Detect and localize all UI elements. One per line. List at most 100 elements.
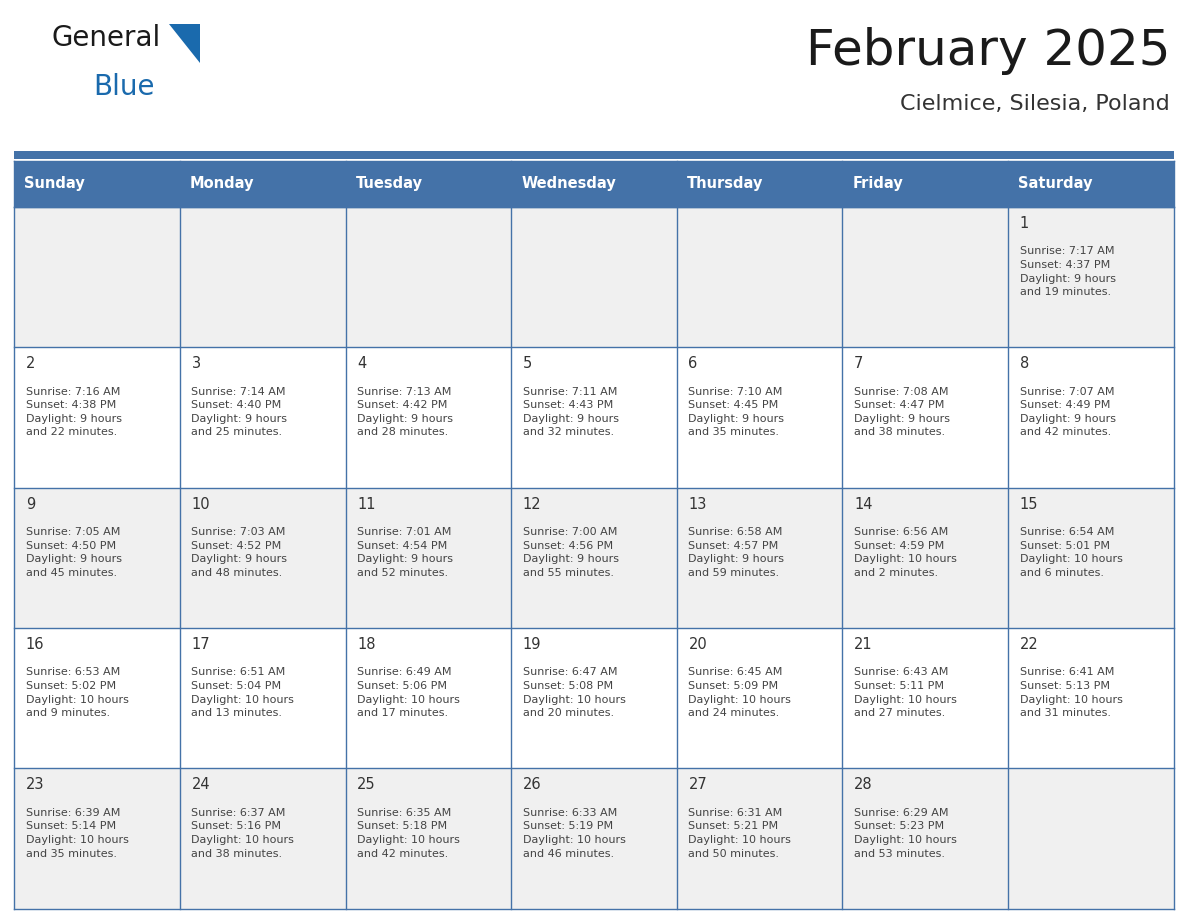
Text: Friday: Friday bbox=[853, 176, 903, 191]
Text: Sunrise: 6:47 AM
Sunset: 5:08 PM
Daylight: 10 hours
and 20 minutes.: Sunrise: 6:47 AM Sunset: 5:08 PM Dayligh… bbox=[523, 667, 626, 718]
Text: Blue: Blue bbox=[93, 73, 154, 102]
Text: 4: 4 bbox=[358, 356, 366, 372]
Bar bbox=[842, 207, 1009, 347]
Text: Sunrise: 7:13 AM
Sunset: 4:42 PM
Daylight: 9 hours
and 28 minutes.: Sunrise: 7:13 AM Sunset: 4:42 PM Dayligh… bbox=[358, 386, 453, 438]
Text: 26: 26 bbox=[523, 778, 542, 792]
Text: Sunrise: 7:08 AM
Sunset: 4:47 PM
Daylight: 9 hours
and 38 minutes.: Sunrise: 7:08 AM Sunset: 4:47 PM Dayligh… bbox=[854, 386, 950, 438]
Text: Monday: Monday bbox=[190, 176, 254, 191]
Polygon shape bbox=[169, 24, 200, 63]
Bar bbox=[1009, 207, 1174, 347]
Text: Sunrise: 7:01 AM
Sunset: 4:54 PM
Daylight: 9 hours
and 52 minutes.: Sunrise: 7:01 AM Sunset: 4:54 PM Dayligh… bbox=[358, 527, 453, 577]
Bar bbox=[677, 487, 842, 628]
Text: 1: 1 bbox=[1019, 216, 1029, 231]
Text: 21: 21 bbox=[854, 637, 873, 652]
Bar bbox=[14, 768, 179, 909]
Bar bbox=[511, 207, 677, 347]
Text: Sunrise: 6:49 AM
Sunset: 5:06 PM
Daylight: 10 hours
and 17 minutes.: Sunrise: 6:49 AM Sunset: 5:06 PM Dayligh… bbox=[358, 667, 460, 718]
Text: Tuesday: Tuesday bbox=[355, 176, 423, 191]
Bar bbox=[677, 161, 842, 207]
Bar bbox=[179, 487, 346, 628]
Text: Sunrise: 6:29 AM
Sunset: 5:23 PM
Daylight: 10 hours
and 53 minutes.: Sunrise: 6:29 AM Sunset: 5:23 PM Dayligh… bbox=[854, 808, 956, 858]
Text: Sunday: Sunday bbox=[24, 176, 86, 191]
Bar bbox=[677, 207, 842, 347]
Text: 15: 15 bbox=[1019, 497, 1038, 511]
Text: Sunrise: 6:45 AM
Sunset: 5:09 PM
Daylight: 10 hours
and 24 minutes.: Sunrise: 6:45 AM Sunset: 5:09 PM Dayligh… bbox=[688, 667, 791, 718]
Bar bbox=[179, 207, 346, 347]
Text: 28: 28 bbox=[854, 778, 873, 792]
Bar bbox=[842, 487, 1009, 628]
Text: 24: 24 bbox=[191, 778, 210, 792]
Text: 23: 23 bbox=[26, 778, 44, 792]
Bar bbox=[511, 161, 677, 207]
Bar bbox=[14, 487, 179, 628]
Text: Sunrise: 7:05 AM
Sunset: 4:50 PM
Daylight: 9 hours
and 45 minutes.: Sunrise: 7:05 AM Sunset: 4:50 PM Dayligh… bbox=[26, 527, 122, 577]
Text: Sunrise: 6:37 AM
Sunset: 5:16 PM
Daylight: 10 hours
and 38 minutes.: Sunrise: 6:37 AM Sunset: 5:16 PM Dayligh… bbox=[191, 808, 295, 858]
Bar bbox=[842, 768, 1009, 909]
Text: Sunrise: 6:33 AM
Sunset: 5:19 PM
Daylight: 10 hours
and 46 minutes.: Sunrise: 6:33 AM Sunset: 5:19 PM Dayligh… bbox=[523, 808, 626, 858]
Text: 2: 2 bbox=[26, 356, 36, 372]
Text: Sunrise: 6:41 AM
Sunset: 5:13 PM
Daylight: 10 hours
and 31 minutes.: Sunrise: 6:41 AM Sunset: 5:13 PM Dayligh… bbox=[1019, 667, 1123, 718]
Text: 14: 14 bbox=[854, 497, 872, 511]
Bar bbox=[1009, 161, 1174, 207]
Bar bbox=[1009, 347, 1174, 487]
Bar bbox=[346, 207, 511, 347]
Text: 27: 27 bbox=[688, 778, 707, 792]
Bar bbox=[346, 161, 511, 207]
Text: Sunrise: 6:51 AM
Sunset: 5:04 PM
Daylight: 10 hours
and 13 minutes.: Sunrise: 6:51 AM Sunset: 5:04 PM Dayligh… bbox=[191, 667, 295, 718]
Text: Sunrise: 6:58 AM
Sunset: 4:57 PM
Daylight: 9 hours
and 59 minutes.: Sunrise: 6:58 AM Sunset: 4:57 PM Dayligh… bbox=[688, 527, 784, 577]
Bar bbox=[842, 161, 1009, 207]
Text: Saturday: Saturday bbox=[1018, 176, 1093, 191]
Bar bbox=[346, 768, 511, 909]
Bar bbox=[677, 628, 842, 768]
Bar bbox=[842, 347, 1009, 487]
Bar bbox=[842, 628, 1009, 768]
Text: 8: 8 bbox=[1019, 356, 1029, 372]
Text: General: General bbox=[51, 24, 160, 51]
Text: 9: 9 bbox=[26, 497, 36, 511]
Bar bbox=[14, 347, 179, 487]
Text: 17: 17 bbox=[191, 637, 210, 652]
Text: Sunrise: 7:17 AM
Sunset: 4:37 PM
Daylight: 9 hours
and 19 minutes.: Sunrise: 7:17 AM Sunset: 4:37 PM Dayligh… bbox=[1019, 246, 1116, 297]
Text: Wednesday: Wednesday bbox=[522, 176, 615, 191]
Bar bbox=[677, 768, 842, 909]
Text: 6: 6 bbox=[688, 356, 697, 372]
Bar bbox=[1009, 768, 1174, 909]
Text: Cielmice, Silesia, Poland: Cielmice, Silesia, Poland bbox=[901, 94, 1170, 114]
Bar bbox=[511, 628, 677, 768]
Bar bbox=[1009, 628, 1174, 768]
Bar bbox=[179, 768, 346, 909]
Text: 18: 18 bbox=[358, 637, 375, 652]
Bar bbox=[14, 628, 179, 768]
Bar bbox=[346, 347, 511, 487]
Bar bbox=[179, 161, 346, 207]
Bar bbox=[677, 347, 842, 487]
Bar bbox=[511, 487, 677, 628]
Text: 10: 10 bbox=[191, 497, 210, 511]
Text: 16: 16 bbox=[26, 637, 44, 652]
Bar bbox=[179, 347, 346, 487]
Bar bbox=[14, 207, 179, 347]
Bar bbox=[14, 161, 179, 207]
Text: 22: 22 bbox=[1019, 637, 1038, 652]
Bar bbox=[346, 628, 511, 768]
Text: 12: 12 bbox=[523, 497, 542, 511]
Text: Sunrise: 7:14 AM
Sunset: 4:40 PM
Daylight: 9 hours
and 25 minutes.: Sunrise: 7:14 AM Sunset: 4:40 PM Dayligh… bbox=[191, 386, 287, 438]
Text: 3: 3 bbox=[191, 356, 201, 372]
Bar bbox=[1009, 487, 1174, 628]
Text: Sunrise: 6:43 AM
Sunset: 5:11 PM
Daylight: 10 hours
and 27 minutes.: Sunrise: 6:43 AM Sunset: 5:11 PM Dayligh… bbox=[854, 667, 956, 718]
Text: 5: 5 bbox=[523, 356, 532, 372]
Text: Sunrise: 6:35 AM
Sunset: 5:18 PM
Daylight: 10 hours
and 42 minutes.: Sunrise: 6:35 AM Sunset: 5:18 PM Dayligh… bbox=[358, 808, 460, 858]
Text: Sunrise: 7:00 AM
Sunset: 4:56 PM
Daylight: 9 hours
and 55 minutes.: Sunrise: 7:00 AM Sunset: 4:56 PM Dayligh… bbox=[523, 527, 619, 577]
Text: Sunrise: 7:16 AM
Sunset: 4:38 PM
Daylight: 9 hours
and 22 minutes.: Sunrise: 7:16 AM Sunset: 4:38 PM Dayligh… bbox=[26, 386, 122, 438]
Text: Sunrise: 7:03 AM
Sunset: 4:52 PM
Daylight: 9 hours
and 48 minutes.: Sunrise: 7:03 AM Sunset: 4:52 PM Dayligh… bbox=[191, 527, 287, 577]
Text: 20: 20 bbox=[688, 637, 707, 652]
Bar bbox=[346, 487, 511, 628]
Bar bbox=[179, 628, 346, 768]
Bar bbox=[511, 347, 677, 487]
Text: February 2025: February 2025 bbox=[805, 28, 1170, 75]
Text: Sunrise: 6:31 AM
Sunset: 5:21 PM
Daylight: 10 hours
and 50 minutes.: Sunrise: 6:31 AM Sunset: 5:21 PM Dayligh… bbox=[688, 808, 791, 858]
Text: Sunrise: 6:54 AM
Sunset: 5:01 PM
Daylight: 10 hours
and 6 minutes.: Sunrise: 6:54 AM Sunset: 5:01 PM Dayligh… bbox=[1019, 527, 1123, 577]
Text: 7: 7 bbox=[854, 356, 864, 372]
Text: Sunrise: 7:11 AM
Sunset: 4:43 PM
Daylight: 9 hours
and 32 minutes.: Sunrise: 7:11 AM Sunset: 4:43 PM Dayligh… bbox=[523, 386, 619, 438]
Text: 25: 25 bbox=[358, 778, 375, 792]
